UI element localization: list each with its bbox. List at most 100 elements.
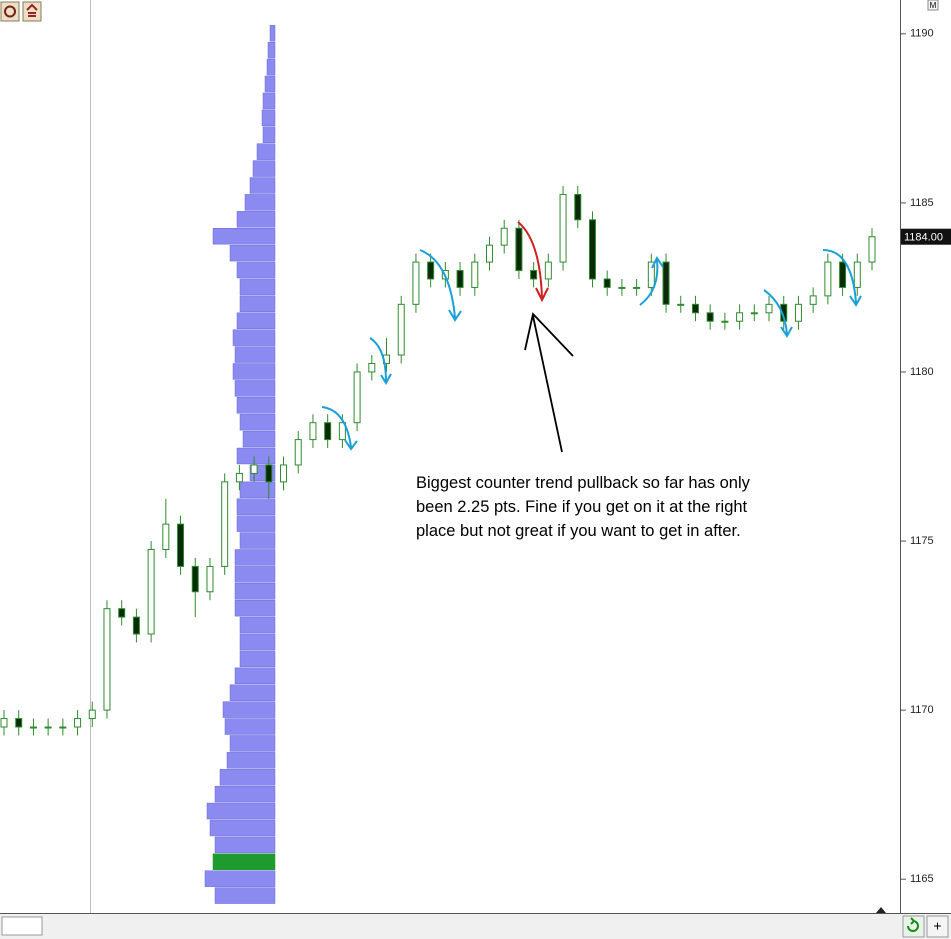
profile-bar [262,92,276,110]
candle-body [588,219,596,280]
candle-body [250,464,258,474]
icon-button[interactable] [0,1,20,22]
profile-bar [214,887,276,904]
profile-bar [244,194,276,211]
arrow [763,289,793,338]
candle-body [88,709,96,720]
candle-body [633,286,641,289]
candle-body [177,523,185,567]
refresh-glyph [907,917,919,932]
profile-bar [249,177,276,194]
profile-bar [214,836,276,854]
candle-body [839,261,847,288]
candle-body [530,270,538,280]
add-button[interactable] [926,915,949,938]
candle-body [147,548,155,635]
annotation-line: place but not great if you want to get i… [416,522,741,540]
icon-glyph [4,5,16,18]
input-box[interactable] [1,916,43,936]
profile-bar [234,667,276,684]
candle-body [750,312,758,315]
candle-body [353,371,361,424]
annotation-line: Biggest counter trend pullback so far ha… [416,474,751,492]
annotation-line: been 2.25 pts. Fine if you get on it at … [416,498,748,516]
refresh-button[interactable] [902,915,925,938]
candle-body [309,422,317,441]
candle-body [853,261,861,288]
candle-body [103,608,111,711]
profile-bar [214,785,276,803]
candle-body [736,312,744,322]
profile-bar [234,583,276,600]
profile-bar [236,515,276,532]
candle-body [74,718,82,728]
candles [0,185,876,736]
candle-body [280,464,288,483]
profile-bar [234,380,276,397]
profile-bar [239,532,276,549]
profile-bar [256,143,276,160]
profile-bar [212,228,276,245]
profile-bar [224,718,276,735]
profile-bar [234,566,276,583]
red-arrow [517,221,549,303]
candle-body [221,481,229,567]
icon-button[interactable] [22,1,42,22]
profile-bar [236,397,276,414]
scroll-marker [876,907,886,913]
profile-bar [236,498,276,515]
profile-bar [262,126,276,143]
candle-body [559,193,567,263]
profile-bar [239,616,276,634]
profile-bar [261,109,276,127]
annotation: Biggest counter trend pullback so far ha… [416,474,751,540]
candle-body [691,303,699,314]
y-tick-label: 1190 [910,28,934,40]
candle-body [0,718,8,728]
profile-bar [229,244,276,262]
add-button-label: + [933,918,941,934]
candle-body [603,278,611,288]
candle-body [647,261,655,288]
candle-body [500,227,508,246]
profile-bar [229,735,276,752]
profile-bar [236,447,276,465]
profile-bar [232,329,276,346]
profile-bar [242,430,276,448]
candle-body [44,726,52,729]
candle-body [15,718,23,728]
profile-bar [219,769,276,786]
candle-body [574,193,582,221]
candle-body [427,261,435,280]
candle-body [765,303,773,314]
candle-body [206,565,214,593]
arrow [419,249,462,322]
candle-body [368,363,376,373]
candle-body [706,312,714,322]
candle-body [809,295,817,305]
poc-bar [212,853,276,870]
profile-bar [226,752,276,769]
profile-bar [236,312,276,329]
profile-bar [204,870,276,887]
profile-bar [239,413,276,431]
axis-button-label: M [930,1,937,10]
profile-bar [239,650,276,668]
candle-body [324,422,332,441]
axis-button[interactable] [927,0,939,11]
candle-body [824,261,832,297]
arrow [321,406,358,451]
black-arrow [524,312,574,453]
y-tick-label: 1165 [910,873,934,885]
profile-bar [234,549,276,566]
profile-bar [209,819,276,837]
candle-body [294,439,302,466]
candle-body [29,726,37,729]
last-price-label: 1184.00 [904,232,943,244]
candle-body [265,464,273,483]
arrow [639,256,664,306]
arrow [369,337,392,385]
profile-bar [232,363,276,380]
blue-arrows [321,249,862,451]
